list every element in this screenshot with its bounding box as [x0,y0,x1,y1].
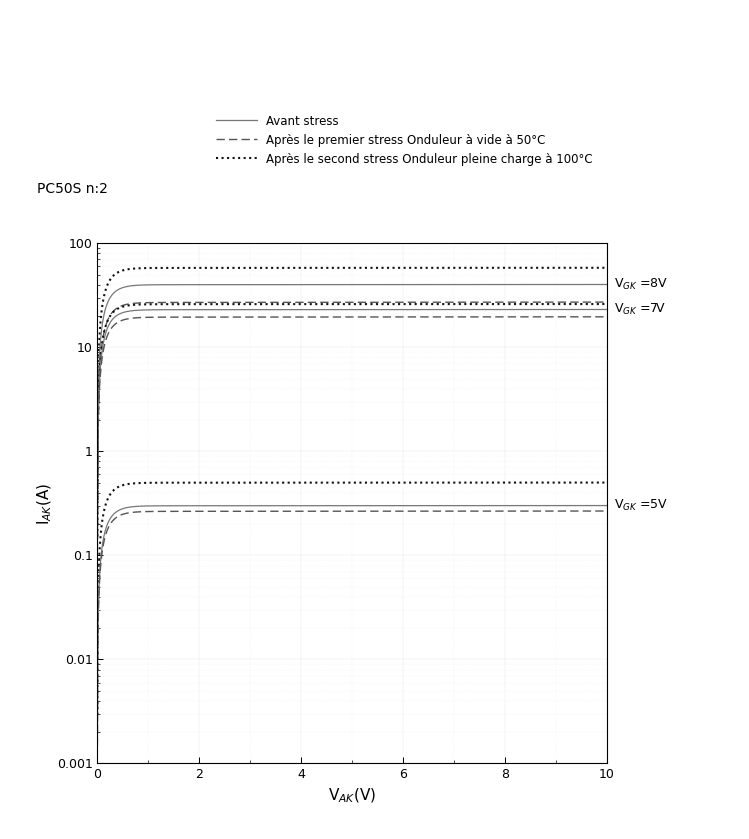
X-axis label: V$_{AK}$(V): V$_{AK}$(V) [328,787,376,805]
Text: V$_{GK}$ =7V: V$_{GK}$ =7V [613,302,666,317]
Y-axis label: I$_{AK}$(A): I$_{AK}$(A) [35,482,54,524]
Legend: Avant stress, Après le premier stress Onduleur à vide à 50°C, Après le second st: Avant stress, Après le premier stress On… [216,115,593,166]
Text: V$_{GK}$ =5V: V$_{GK}$ =5V [613,498,668,513]
Text: V$_{GK}$ =8V: V$_{GK}$ =8V [613,277,668,292]
Text: PC50S n:2: PC50S n:2 [37,182,109,195]
